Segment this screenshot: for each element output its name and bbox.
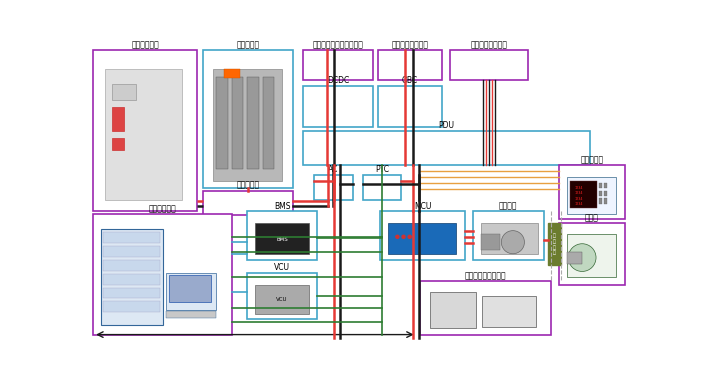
Bar bbox=[112, 107, 124, 131]
Bar bbox=[247, 211, 318, 260]
Bar bbox=[209, 61, 288, 186]
Text: 1234: 1234 bbox=[575, 186, 583, 190]
Circle shape bbox=[569, 244, 596, 272]
Bar bbox=[314, 175, 353, 200]
Bar bbox=[112, 84, 135, 100]
Bar bbox=[378, 86, 442, 127]
Bar bbox=[166, 273, 217, 310]
Bar bbox=[570, 181, 597, 207]
Bar bbox=[166, 311, 217, 318]
Bar bbox=[93, 50, 197, 211]
Text: AC: AC bbox=[328, 165, 339, 175]
Bar bbox=[93, 214, 232, 335]
Bar bbox=[247, 77, 259, 169]
Text: OBC: OBC bbox=[402, 76, 418, 85]
Text: 直流充電樁模擬器: 直流充電樁模擬器 bbox=[392, 40, 428, 49]
Text: BMS: BMS bbox=[276, 237, 287, 243]
Bar bbox=[304, 131, 590, 165]
Bar bbox=[103, 301, 161, 312]
Bar bbox=[567, 252, 582, 264]
Bar bbox=[427, 291, 545, 331]
Bar bbox=[599, 191, 602, 196]
Text: 低壓可編程直流電子負載: 低壓可編程直流電子負載 bbox=[313, 40, 364, 49]
Bar bbox=[604, 191, 607, 196]
Bar bbox=[104, 69, 182, 200]
Circle shape bbox=[501, 231, 524, 254]
Bar bbox=[564, 232, 619, 281]
Bar bbox=[252, 283, 311, 315]
Bar bbox=[604, 183, 607, 188]
Text: 驅動電機: 驅動電機 bbox=[499, 202, 517, 210]
Bar bbox=[203, 191, 294, 215]
Bar bbox=[224, 69, 240, 78]
Text: 測功機台架控制系統: 測功機台架控制系統 bbox=[465, 271, 507, 280]
Text: 交流充電樁模擬器: 交流充電樁模擬器 bbox=[470, 40, 508, 49]
Circle shape bbox=[396, 235, 399, 238]
Bar bbox=[478, 222, 542, 255]
Text: MCU: MCU bbox=[414, 202, 432, 210]
Bar bbox=[604, 198, 607, 204]
Text: BMS: BMS bbox=[274, 202, 290, 210]
Bar bbox=[304, 50, 373, 81]
Bar bbox=[362, 175, 401, 200]
Bar bbox=[217, 77, 228, 169]
Bar bbox=[567, 177, 616, 214]
Bar bbox=[169, 275, 211, 302]
Bar bbox=[378, 50, 442, 81]
Text: 傳
動
裝
置: 傳 動 裝 置 bbox=[553, 233, 556, 255]
Bar bbox=[482, 296, 536, 327]
Bar bbox=[263, 77, 274, 169]
Text: 整車仿真系統: 整車仿真系統 bbox=[149, 204, 177, 213]
Bar bbox=[559, 223, 625, 285]
Text: 1234: 1234 bbox=[575, 191, 583, 195]
Bar bbox=[564, 175, 619, 215]
Bar bbox=[101, 229, 163, 325]
Text: 功率分析儀: 功率分析儀 bbox=[580, 155, 604, 164]
Bar bbox=[101, 65, 189, 207]
Text: 雙向直流電源: 雙向直流電源 bbox=[131, 40, 159, 49]
Bar bbox=[421, 281, 552, 335]
Bar bbox=[548, 223, 561, 265]
Bar bbox=[567, 235, 616, 277]
Text: VCU: VCU bbox=[276, 298, 287, 303]
Bar bbox=[599, 183, 602, 188]
Bar bbox=[255, 223, 309, 254]
Text: PDU: PDU bbox=[439, 121, 455, 130]
Bar bbox=[99, 227, 226, 331]
Bar bbox=[473, 211, 544, 260]
Bar bbox=[481, 223, 538, 254]
Bar bbox=[255, 285, 309, 314]
Bar bbox=[381, 211, 465, 260]
Bar bbox=[232, 77, 243, 169]
Text: 測功機: 測功機 bbox=[585, 213, 599, 222]
Bar bbox=[450, 50, 529, 81]
Circle shape bbox=[402, 235, 405, 238]
Text: 高壓電池包: 高壓電池包 bbox=[237, 40, 260, 49]
Bar bbox=[103, 274, 161, 285]
Text: DCDC: DCDC bbox=[327, 76, 349, 85]
Bar bbox=[103, 288, 161, 298]
Bar bbox=[386, 222, 459, 255]
Bar bbox=[203, 50, 294, 188]
Text: 1234: 1234 bbox=[575, 197, 583, 201]
Bar bbox=[559, 165, 625, 219]
Bar bbox=[103, 246, 161, 257]
Circle shape bbox=[408, 235, 411, 238]
Bar bbox=[481, 235, 500, 250]
Text: 1234: 1234 bbox=[575, 202, 583, 206]
Bar bbox=[388, 223, 456, 254]
Bar bbox=[112, 138, 124, 150]
Bar bbox=[430, 292, 476, 329]
Bar bbox=[252, 222, 311, 255]
Bar bbox=[212, 69, 282, 181]
Text: 高壓分線箱: 高壓分線箱 bbox=[237, 181, 260, 190]
Text: PTC: PTC bbox=[375, 165, 389, 175]
Bar bbox=[247, 273, 318, 319]
Bar bbox=[599, 198, 602, 204]
Text: VCU: VCU bbox=[274, 263, 290, 272]
Bar bbox=[304, 86, 373, 127]
Bar bbox=[103, 232, 161, 243]
Bar bbox=[103, 260, 161, 271]
